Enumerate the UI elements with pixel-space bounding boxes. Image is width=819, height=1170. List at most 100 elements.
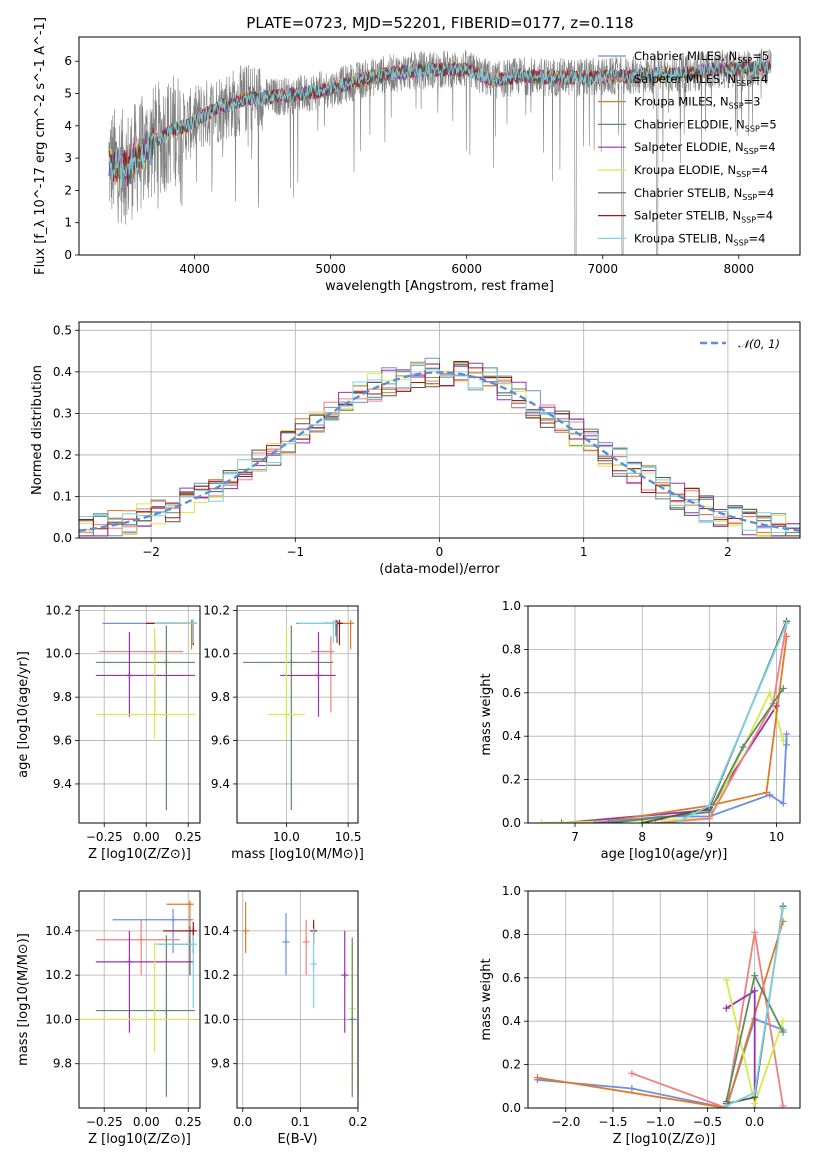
y-tick-label: 0.4	[502, 1014, 521, 1028]
mass-weight-vs-age-plot-area	[537, 617, 791, 823]
figure-title: PLATE=0723, MJD=52201, FIBERID=0177, z=0…	[246, 14, 633, 32]
age-vs-Z-panel: −0.25 0.00 0.25 9.4 9.6 9.8 10.0 10.2 Z [log10(Z…	[16, 603, 202, 862]
y-tick-label: 10.0	[203, 1012, 230, 1026]
x-axis-label: Z [log10(Z/Z⊙)]	[613, 1132, 716, 1147]
y-tick-label: 9.6	[53, 734, 72, 748]
y-tick-label: 0.8	[502, 642, 521, 656]
legend-value: =4	[751, 163, 768, 177]
mass-vs-Z-frame	[78, 890, 201, 1109]
legend-value: =4	[757, 186, 774, 200]
y-axis-label: age [log10(age/yr)]	[16, 651, 31, 778]
residual-histogram-plot-area	[79, 357, 800, 537]
legend-subscript: SSP	[729, 102, 744, 111]
y-axis-label: mass weight	[479, 958, 494, 1040]
x-tick-label: −2	[142, 545, 160, 559]
y-tick-label: 1	[64, 216, 72, 230]
mass-vs-EBV-plot-area	[242, 902, 356, 1097]
y-axis-label: Normed distribution	[30, 365, 45, 495]
x-tick-label: −1.0	[646, 1115, 675, 1129]
legend-subscript: SSP	[744, 147, 759, 156]
age-vs-mass-plot-area	[243, 619, 355, 810]
y-tick-label: 10.4	[45, 924, 72, 938]
y-tick-label: 10.0	[45, 1012, 72, 1026]
x-tick-label: 10.0	[273, 830, 300, 844]
legend-value: =4	[751, 72, 768, 86]
y-tick-label: 10.4	[203, 924, 230, 938]
y-tick-label: 4	[64, 119, 72, 133]
legend-value: =3	[744, 95, 761, 109]
legend-label: Salpeter ELODIE, NSSP=4	[634, 140, 776, 156]
x-axis-label: E(B-V)	[277, 1132, 317, 1147]
x-tick-label: 9	[706, 830, 714, 844]
legend-label: Chabrier MILES, NSSP=5	[634, 49, 769, 65]
age-vs-Z-plot-area	[95, 619, 197, 810]
age-vs-Z-frame	[78, 605, 201, 824]
age-vs-mass-panel: 10.0 10.5 9.4 9.6 9.8 10.0 10.2 mass [log10(M/M…	[203, 603, 364, 862]
y-tick-label: 0.0	[53, 531, 72, 545]
age-vs-mass-frame	[236, 605, 359, 824]
legend-value: =4	[749, 231, 766, 245]
legend-value: =4	[756, 209, 773, 223]
x-tick-label: −0.25	[86, 830, 123, 844]
y-tick-label: 9.4	[211, 777, 230, 791]
legend-subscript: SSP	[736, 79, 751, 88]
legend-subscript: SSP	[734, 238, 749, 247]
y-tick-label: 5	[64, 87, 72, 101]
weight-line	[595, 636, 788, 823]
legend-subscript: SSP	[737, 56, 752, 65]
legend-label: Kroupa ELODIE, NSSP=4	[634, 163, 768, 179]
y-tick-label: 0.6	[502, 686, 521, 700]
legend-label: Chabrier STELIB, NSSP=4	[634, 186, 774, 202]
y-tick-label: 0	[64, 248, 72, 262]
mass-weight-vs-Z-plot-area	[533, 902, 787, 1108]
legend-subscript: SSP	[741, 216, 756, 225]
x-tick-label: 4000	[179, 262, 210, 276]
spectrum-frame	[78, 36, 801, 256]
x-tick-label: 6000	[451, 262, 482, 276]
y-tick-label: 1.0	[502, 599, 521, 613]
y-tick-label: 10.0	[45, 647, 72, 661]
x-tick-label: −0.25	[86, 1115, 123, 1129]
x-tick-label: −2.0	[551, 1115, 580, 1129]
x-tick-label: 0.00	[133, 1115, 160, 1129]
x-tick-label: 0.00	[133, 830, 160, 844]
y-tick-label: 9.8	[53, 690, 72, 704]
y-tick-label: 9.8	[53, 1057, 72, 1071]
y-tick-label: 6	[64, 54, 72, 68]
x-tick-label: 0.1	[291, 1115, 310, 1129]
spectrum-panel: 4000 5000 6000 7000 8000 0 1 2 3 4 5 6 wavelength [A…	[33, 17, 801, 294]
gaussian-curve	[79, 371, 800, 532]
x-tick-label: 0.0	[233, 1115, 252, 1129]
legend-value: =4	[759, 140, 776, 154]
spectrum-plot-area	[108, 48, 772, 255]
y-tick-label: 0.8	[502, 927, 521, 941]
y-axis-label: mass [log10(M/M⊙)]	[16, 933, 31, 1066]
y-tick-label: 10.2	[45, 603, 72, 617]
x-tick-label: 10.5	[335, 830, 362, 844]
y-tick-label: 0.0	[502, 816, 521, 830]
legend-value: =5	[752, 49, 769, 63]
x-axis-label: wavelength [Angstrom, rest frame]	[325, 279, 554, 294]
y-axis-label: mass weight	[479, 673, 494, 755]
y-tick-label: 0.2	[502, 773, 521, 787]
x-tick-label: 8	[638, 830, 646, 844]
legend-label: Salpeter STELIB, NSSP=4	[634, 209, 773, 225]
mass-vs-EBV-frame	[236, 890, 359, 1109]
weight-line	[608, 687, 784, 823]
legend-subscript: SSP	[736, 170, 751, 179]
x-axis-label: (data-model)/error	[379, 562, 500, 577]
mass-weight-vs-Z-frame	[527, 890, 801, 1109]
y-tick-label: 1.0	[502, 884, 521, 898]
weight-line	[537, 1017, 784, 1108]
x-tick-label: 10	[769, 830, 784, 844]
x-axis-label: mass [log10(M/M⊙)]	[231, 847, 364, 862]
legend-label: Chabrier ELODIE, NSSP=5	[634, 117, 777, 133]
x-axis-label: Z [log10(Z/Z⊙)]	[88, 1132, 191, 1147]
y-tick-label: 10.2	[203, 968, 230, 982]
x-tick-label: 0.2	[348, 1115, 367, 1129]
weight-line	[725, 989, 756, 1108]
y-tick-label: 0.4	[502, 729, 521, 743]
x-tick-label: −0.5	[693, 1115, 722, 1129]
x-tick-label: 0.25	[175, 830, 202, 844]
